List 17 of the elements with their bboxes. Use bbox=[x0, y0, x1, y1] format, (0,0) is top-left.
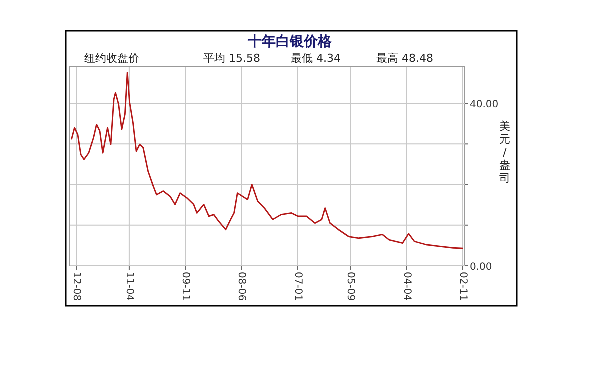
y-tick-label: 40.00 bbox=[470, 100, 499, 111]
text: 最低 4.34 bbox=[291, 52, 341, 65]
x-tick-label: 07-01 bbox=[292, 272, 304, 302]
x-tick-label: 08-06 bbox=[236, 272, 248, 302]
x-tick-label: 02-11 bbox=[458, 272, 468, 302]
x-tick-label: 09-11 bbox=[180, 272, 192, 302]
text: 纽约收盘价 bbox=[84, 52, 140, 65]
line-series bbox=[70, 72, 464, 250]
y-tick-label: 0.00 bbox=[470, 262, 492, 273]
x-tick-label: 11-04 bbox=[124, 272, 135, 302]
x-tick-label: 04-04 bbox=[401, 272, 412, 302]
y-axis-title: 美元/盎司 bbox=[500, 120, 510, 185]
text: 平均 15.58 bbox=[204, 52, 260, 65]
x-tick-label: 12-08 bbox=[71, 272, 82, 302]
x-tick-label: 05-09 bbox=[345, 272, 356, 302]
text: 最高 48.48 bbox=[376, 52, 434, 65]
chart-title: 十年白银价格 bbox=[247, 34, 333, 50]
